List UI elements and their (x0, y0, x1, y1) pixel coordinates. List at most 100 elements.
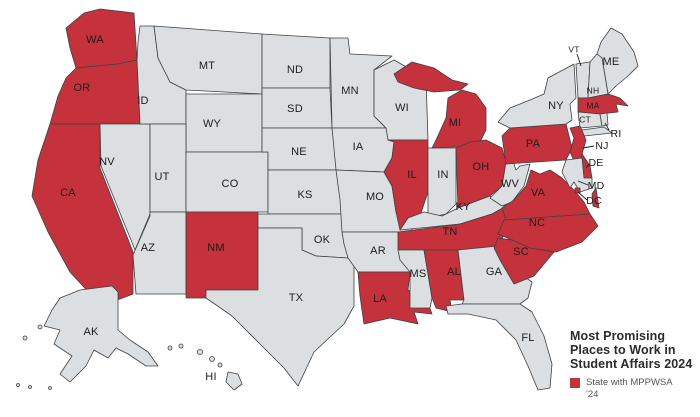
state-ak (43, 285, 159, 383)
state-label-wy: WY (203, 118, 222, 130)
state-label-ct: CT (579, 114, 591, 124)
state-label-wv: WV (501, 178, 520, 190)
state-hi (209, 356, 215, 362)
state-label-mo: MO (366, 191, 384, 203)
state-ak (48, 386, 52, 390)
state-hi (167, 345, 173, 351)
state-hi (197, 349, 203, 355)
state-or (49, 59, 141, 125)
state-label-ar: AR (370, 245, 386, 257)
state-label-md: MD (588, 180, 605, 192)
state-ak (28, 385, 32, 389)
leader-line-nj (582, 145, 595, 149)
state-la (357, 271, 433, 325)
state-label-in: IN (437, 169, 448, 181)
state-hi (178, 343, 184, 349)
leader-line-de (585, 163, 590, 169)
state-label-oh: OH (473, 161, 490, 173)
state-label-la: LA (373, 293, 387, 305)
legend-swatch (570, 378, 580, 388)
state-label-az: AZ (141, 242, 156, 254)
state-tx (205, 227, 355, 387)
state-hi (217, 362, 223, 368)
state-ny (497, 63, 577, 129)
state-dc (574, 187, 581, 194)
state-nm (185, 211, 259, 299)
state-label-tn: TN (442, 226, 457, 238)
state-ny (581, 126, 613, 137)
state-label-ms: MS (410, 268, 427, 280)
state-label-fl: FL (521, 332, 534, 344)
legend-item-line-2: '24 (586, 388, 599, 400)
state-label-ri: RI (611, 128, 622, 140)
state-sc (493, 237, 555, 285)
legend-title-line-3: Student Affairs 2024 (570, 357, 693, 371)
state-ak (22, 335, 28, 341)
state-label-nc: NC (529, 217, 545, 229)
state-va (591, 187, 600, 209)
state-nd (261, 33, 331, 89)
state-label-tx: TX (289, 292, 304, 304)
state-label-nm: NM (207, 242, 225, 254)
leader-line-md (577, 180, 589, 186)
state-label-ga: GA (486, 266, 503, 278)
legend: Most Promising Places to Work in Student… (570, 329, 698, 400)
state-label-ia: IA (353, 141, 364, 153)
state-label-or: OR (74, 82, 91, 94)
state-mi (431, 89, 487, 149)
state-ut (149, 123, 187, 213)
state-label-wa: WA (86, 34, 104, 46)
legend-item-label: State with MPPWSA '24 (586, 377, 673, 400)
state-nh (587, 53, 609, 99)
state-label-ca: CA (60, 187, 76, 199)
state-label-sc: SC (513, 246, 529, 258)
state-label-nv: NV (99, 156, 115, 168)
state-label-nj: NJ (595, 140, 608, 152)
state-label-ky: KY (455, 201, 471, 213)
state-label-il: IL (407, 169, 417, 181)
state-in (427, 147, 457, 219)
state-label-wi: WI (395, 102, 409, 114)
legend-item: State with MPPWSA '24 (570, 377, 698, 400)
state-label-va: VA (531, 187, 546, 199)
state-label-vt: VT (568, 44, 579, 54)
state-label-sd: SD (287, 103, 303, 115)
state-label-al: AL (447, 266, 461, 278)
legend-item-line-1: State with MPPWSA (586, 377, 673, 388)
state-label-ny: NY (548, 100, 564, 112)
state-label-ut: UT (154, 171, 169, 183)
state-label-ks: KS (297, 189, 312, 201)
state-label-ma: MA (586, 100, 599, 110)
state-fl (445, 303, 553, 391)
state-label-nh: NH (587, 85, 600, 95)
state-wy (185, 93, 263, 153)
state-label-mi: MI (449, 117, 462, 129)
state-mi (393, 61, 469, 93)
state-ak (37, 324, 43, 330)
state-label-dc: DC (586, 195, 602, 207)
state-ak (16, 383, 20, 387)
state-label-mt: MT (199, 60, 215, 72)
legend-title-line-2: Places to Work in (570, 343, 676, 357)
leader-line-ri (604, 122, 610, 131)
state-nc (497, 213, 599, 253)
state-ri (599, 112, 609, 127)
state-label-hi: HI (205, 371, 216, 383)
state-label-mn: MN (341, 85, 359, 97)
state-label-pa: PA (526, 138, 541, 150)
legend-title: Most Promising Places to Work in Student… (570, 329, 698, 371)
state-label-me: ME (603, 56, 620, 68)
legend-title-line-1: Most Promising (570, 329, 666, 343)
state-label-co: CO (222, 178, 239, 190)
state-hi (225, 371, 243, 391)
state-label-de: DE (589, 157, 604, 169)
state-label-ne: NE (291, 146, 307, 158)
state-label-nd: ND (287, 64, 303, 76)
state-label-ok: OK (314, 234, 331, 246)
leader-line-dc (577, 191, 588, 201)
state-label-ak: AK (83, 326, 99, 338)
state-label-id: ID (137, 95, 148, 107)
